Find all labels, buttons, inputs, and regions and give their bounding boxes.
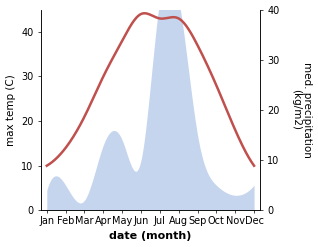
- Y-axis label: max temp (C): max temp (C): [5, 74, 16, 146]
- Y-axis label: med. precipitation
(kg/m2): med. precipitation (kg/m2): [291, 62, 313, 158]
- X-axis label: date (month): date (month): [109, 231, 192, 242]
